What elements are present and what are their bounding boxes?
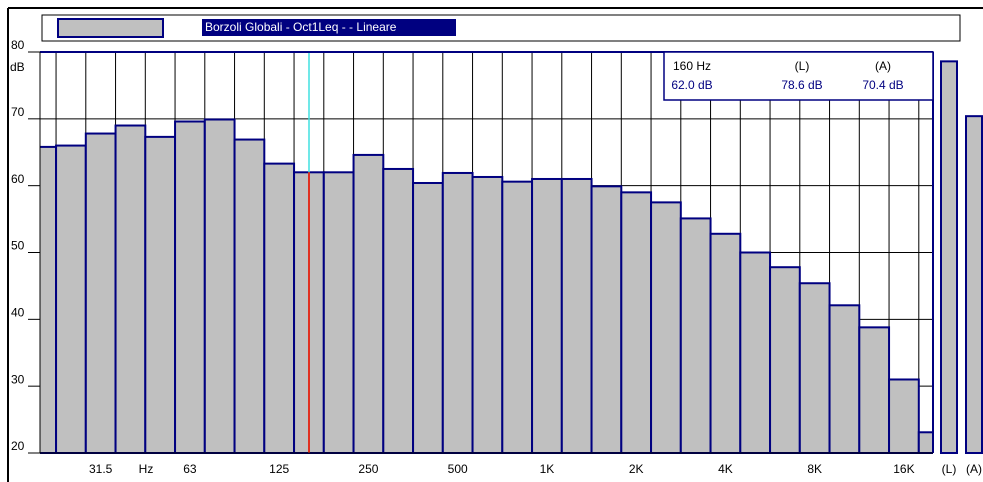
- bar: [174, 120, 206, 454]
- bar: [233, 138, 266, 454]
- legend-box: [41, 14, 961, 42]
- y-tick-label: 20: [11, 439, 25, 453]
- y-axis-label: dB: [10, 60, 25, 74]
- bar: [84, 132, 117, 454]
- bar: [709, 232, 742, 454]
- bar: [769, 266, 801, 454]
- x-tick-label: 4K: [718, 462, 733, 476]
- bar: [650, 201, 682, 454]
- x-tick-label: 500: [448, 462, 468, 476]
- y-tick-label: 40: [11, 306, 25, 320]
- x-tick-label: 2K: [629, 462, 644, 476]
- bar: [441, 171, 474, 454]
- x-tick-label: 8K: [807, 462, 822, 476]
- readout-header: (A): [875, 59, 891, 73]
- bar: [382, 167, 415, 454]
- bar: [114, 124, 147, 454]
- bar: [144, 135, 177, 454]
- x-tick-label: 16K: [893, 462, 914, 476]
- x-tick-label: 1K: [540, 462, 555, 476]
- x-tick-label: 250: [358, 462, 378, 476]
- x-tick-label: 125: [269, 462, 289, 476]
- y-tick-label: 60: [11, 172, 25, 186]
- readout-box: [663, 51, 934, 101]
- y-tick-label: 80: [11, 38, 25, 52]
- bar: [531, 177, 563, 454]
- bar: [40, 145, 58, 454]
- bar: [590, 185, 623, 454]
- total-bar: [965, 115, 983, 454]
- bar: [263, 162, 296, 454]
- bar: [471, 175, 504, 454]
- total-label: (A): [966, 462, 982, 476]
- bar: [798, 282, 831, 454]
- bar: [620, 191, 653, 454]
- bar: [352, 153, 385, 454]
- title-highlight: [202, 19, 456, 36]
- total-label: (L): [942, 462, 957, 476]
- bar: [412, 181, 444, 454]
- readout-value: 70.4 dB: [862, 78, 903, 92]
- bar: [888, 378, 920, 454]
- y-tick-label: 50: [11, 239, 25, 253]
- bar: [679, 217, 712, 454]
- readout-header: 160 Hz: [673, 59, 711, 73]
- bar: [828, 304, 861, 454]
- bar: [55, 144, 87, 454]
- total-bar: [940, 60, 958, 455]
- readout-value: 78.6 dB: [781, 78, 822, 92]
- plot-area: [40, 52, 933, 454]
- readout-value: 62.0 dB: [671, 78, 712, 92]
- bar: [858, 326, 891, 454]
- y-tick-label: 30: [11, 372, 25, 386]
- bar: [501, 180, 534, 454]
- chart-title: Borzoli Globali - Oct1Leq - - Lineare: [205, 20, 397, 34]
- bar: [560, 177, 593, 454]
- bar: [917, 431, 933, 454]
- x-tick-label: 31.5: [89, 462, 113, 476]
- bar: [739, 251, 772, 454]
- readout-header: (L): [795, 59, 810, 73]
- bar: [203, 118, 236, 454]
- x-axis-label: Hz: [139, 462, 154, 476]
- bar: [322, 171, 355, 454]
- y-tick-label: 70: [11, 105, 25, 119]
- legend-swatch: [57, 18, 164, 38]
- x-tick-label: 63: [183, 462, 197, 476]
